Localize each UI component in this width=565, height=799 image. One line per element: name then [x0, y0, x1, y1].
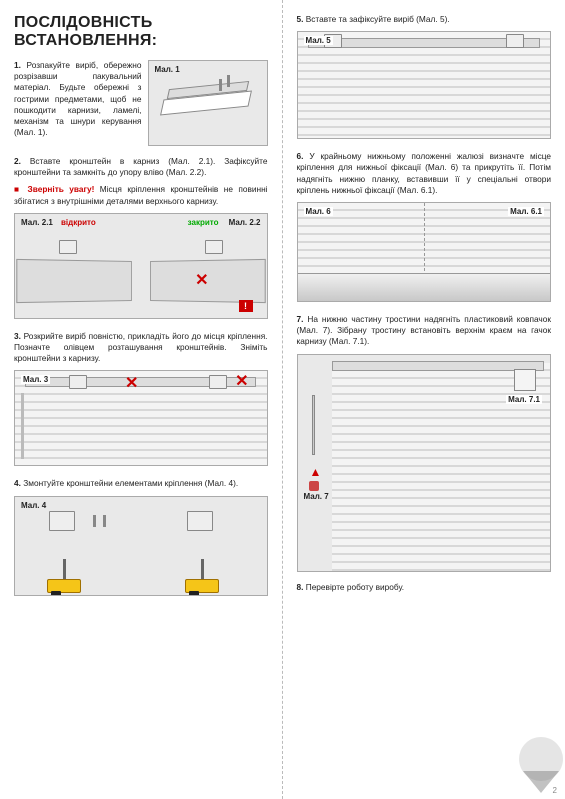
figure-4: Мал. 4 — [14, 496, 268, 596]
figure-7-label: Мал. 7 — [304, 492, 329, 501]
figure-2: Мал. 2.1 відкрито закрито Мал. 2.2 ✕ ! — [14, 213, 268, 319]
step-1-row: 1. Розпакуйте виріб, обережно розрізавши… — [14, 60, 268, 146]
figure-6-1-label: Мал. 6.1 — [508, 207, 544, 216]
figure-5: Мал. 5 — [297, 31, 552, 139]
figure-5-label: Мал. 5 — [304, 36, 333, 45]
figure-2-2-label: Мал. 2.2 — [229, 218, 261, 227]
step-4-text: 4. Змонтуйте кронштейни елементами кріпл… — [14, 478, 268, 489]
figure-7-1-label: Мал. 7.1 — [506, 395, 542, 404]
step-7-text: 7. На нижню частину тростини надягніть п… — [297, 314, 552, 348]
step-6-text: 6. У крайньому нижньому положенні жалюзі… — [297, 151, 552, 196]
figure-3-label: Мал. 3 — [21, 375, 50, 384]
step-3-text: 3. Розкрийте виріб повністю, прикладіть … — [14, 331, 268, 365]
closed-label: закрито — [188, 218, 219, 227]
figure-1-label: Мал. 1 — [155, 65, 180, 74]
step-2-warning: ■ Зверніть увагу! Місця кріплення кроншт… — [14, 184, 268, 206]
step-8-text: 8. Перевірте роботу виробу. — [297, 582, 552, 593]
left-column: ПОСЛІДОВНІСТЬ ВСТАНОВЛЕННЯ: 1. Розпакуйт… — [0, 0, 283, 799]
figure-7: Мал. 7 Мал. 7.1 ▲ — [297, 354, 552, 572]
step-1-text: 1. Розпакуйте виріб, обережно розрізавши… — [14, 60, 142, 140]
page-number: 2 — [553, 786, 557, 795]
figure-3: ✕ ✕ Мал. 3 — [14, 370, 268, 466]
step-2-text: 2. Вставте кронштейн в карниз (Мал. 2.1)… — [14, 156, 268, 178]
figure-4-label: Мал. 4 — [21, 501, 46, 510]
step-5-text: 5. Вставте та зафіксуйте виріб (Мал. 5). — [297, 14, 552, 25]
figure-6-label: Мал. 6 — [304, 207, 333, 216]
open-label: відкрито — [61, 218, 96, 227]
figure-2-1-label: Мал. 2.1 — [21, 218, 53, 227]
page-title: ПОСЛІДОВНІСТЬ ВСТАНОВЛЕННЯ: — [14, 14, 268, 50]
right-column: 5. Вставте та зафіксуйте виріб (Мал. 5).… — [283, 0, 565, 799]
figure-1: Мал. 1 — [148, 60, 268, 146]
figure-6: Мал. 6 Мал. 6.1 — [297, 202, 552, 302]
